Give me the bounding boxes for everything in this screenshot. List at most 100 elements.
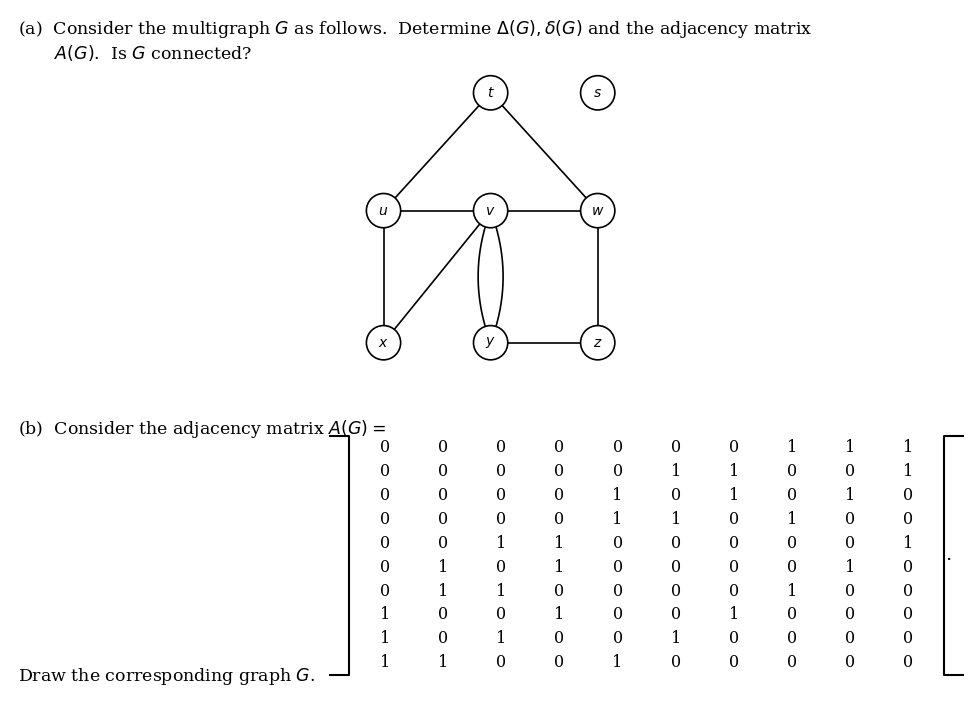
Text: 1: 1 bbox=[612, 487, 623, 504]
Text: 0: 0 bbox=[438, 439, 448, 456]
Text: 0: 0 bbox=[613, 535, 623, 552]
Text: 1: 1 bbox=[438, 654, 449, 671]
Text: 0: 0 bbox=[438, 463, 448, 480]
Text: 0: 0 bbox=[787, 558, 796, 575]
Circle shape bbox=[473, 193, 508, 228]
Text: 0: 0 bbox=[671, 654, 680, 671]
Text: 0: 0 bbox=[787, 535, 796, 552]
Text: (b)  Consider the adjacency matrix $A(G) =$: (b) Consider the adjacency matrix $A(G) … bbox=[18, 418, 386, 440]
Text: 0: 0 bbox=[903, 487, 913, 504]
Text: 0: 0 bbox=[497, 654, 507, 671]
Text: 0: 0 bbox=[497, 558, 507, 575]
Circle shape bbox=[473, 326, 508, 360]
Text: 1: 1 bbox=[671, 511, 681, 528]
Text: .: . bbox=[945, 546, 951, 564]
Text: $u$: $u$ bbox=[379, 203, 388, 218]
Text: 0: 0 bbox=[671, 487, 680, 504]
Text: 1: 1 bbox=[496, 535, 507, 552]
Text: 0: 0 bbox=[729, 439, 739, 456]
Text: 1: 1 bbox=[671, 630, 681, 648]
Text: 0: 0 bbox=[438, 511, 448, 528]
Text: 1: 1 bbox=[903, 439, 914, 456]
Text: 0: 0 bbox=[787, 630, 796, 648]
Text: 0: 0 bbox=[845, 630, 855, 648]
Text: 0: 0 bbox=[903, 558, 913, 575]
Text: 1: 1 bbox=[554, 558, 565, 575]
Text: 1: 1 bbox=[728, 463, 739, 480]
Text: 0: 0 bbox=[903, 583, 913, 600]
Text: 0: 0 bbox=[903, 606, 913, 623]
Text: 1: 1 bbox=[554, 606, 565, 623]
Text: 0: 0 bbox=[554, 583, 564, 600]
Text: 0: 0 bbox=[729, 654, 739, 671]
Text: 1: 1 bbox=[844, 558, 855, 575]
Text: 0: 0 bbox=[903, 630, 913, 648]
Text: 0: 0 bbox=[787, 487, 796, 504]
Text: $A(G)$.  Is $G$ connected?: $A(G)$. Is $G$ connected? bbox=[54, 43, 252, 63]
Text: 0: 0 bbox=[438, 606, 448, 623]
Text: 0: 0 bbox=[845, 606, 855, 623]
Text: 0: 0 bbox=[903, 511, 913, 528]
Text: 0: 0 bbox=[438, 535, 448, 552]
Text: $w$: $w$ bbox=[591, 203, 604, 218]
Text: 0: 0 bbox=[554, 487, 564, 504]
Text: 0: 0 bbox=[903, 654, 913, 671]
Text: 0: 0 bbox=[613, 558, 623, 575]
Text: 0: 0 bbox=[554, 511, 564, 528]
Text: 0: 0 bbox=[497, 511, 507, 528]
Text: 0: 0 bbox=[787, 654, 796, 671]
Text: Draw the corresponding graph $G$.: Draw the corresponding graph $G$. bbox=[18, 666, 315, 687]
Text: 1: 1 bbox=[380, 654, 390, 671]
Circle shape bbox=[581, 193, 615, 228]
Text: 0: 0 bbox=[554, 463, 564, 480]
Text: 1: 1 bbox=[787, 511, 797, 528]
Text: $t$: $t$ bbox=[487, 86, 495, 100]
Text: 0: 0 bbox=[438, 487, 448, 504]
Text: 0: 0 bbox=[729, 511, 739, 528]
Text: 1: 1 bbox=[612, 654, 623, 671]
Text: 1: 1 bbox=[787, 583, 797, 600]
Text: $z$: $z$ bbox=[593, 336, 602, 350]
Circle shape bbox=[366, 193, 401, 228]
Text: 1: 1 bbox=[380, 606, 390, 623]
Text: 1: 1 bbox=[496, 583, 507, 600]
Text: 0: 0 bbox=[845, 463, 855, 480]
Text: 0: 0 bbox=[671, 535, 680, 552]
Text: 0: 0 bbox=[613, 463, 623, 480]
Text: 0: 0 bbox=[381, 439, 390, 456]
Text: 0: 0 bbox=[381, 511, 390, 528]
Text: 1: 1 bbox=[496, 630, 507, 648]
Text: 0: 0 bbox=[497, 487, 507, 504]
Text: 0: 0 bbox=[438, 630, 448, 648]
Text: 0: 0 bbox=[381, 487, 390, 504]
Circle shape bbox=[581, 326, 615, 360]
Text: 0: 0 bbox=[845, 583, 855, 600]
Text: 0: 0 bbox=[554, 654, 564, 671]
Text: 0: 0 bbox=[787, 606, 796, 623]
Text: 1: 1 bbox=[844, 487, 855, 504]
Text: 1: 1 bbox=[671, 463, 681, 480]
Text: 1: 1 bbox=[438, 558, 449, 575]
Text: 0: 0 bbox=[845, 535, 855, 552]
Text: 1: 1 bbox=[728, 606, 739, 623]
Text: $v$: $v$ bbox=[485, 203, 496, 218]
Text: 0: 0 bbox=[613, 606, 623, 623]
Text: 0: 0 bbox=[671, 583, 680, 600]
Text: 0: 0 bbox=[729, 558, 739, 575]
Text: 0: 0 bbox=[845, 511, 855, 528]
Text: (a)  Consider the multigraph $G$ as follows.  Determine $\Delta(G), \delta(G)$ a: (a) Consider the multigraph $G$ as follo… bbox=[18, 18, 812, 40]
Text: 1: 1 bbox=[903, 463, 914, 480]
Text: 0: 0 bbox=[787, 463, 796, 480]
Text: 0: 0 bbox=[613, 630, 623, 648]
Circle shape bbox=[473, 76, 508, 110]
Text: 0: 0 bbox=[845, 654, 855, 671]
Text: 0: 0 bbox=[554, 630, 564, 648]
Text: 0: 0 bbox=[671, 606, 680, 623]
Text: 1: 1 bbox=[612, 511, 623, 528]
Text: 1: 1 bbox=[380, 630, 390, 648]
Text: 0: 0 bbox=[381, 583, 390, 600]
Text: 0: 0 bbox=[671, 439, 680, 456]
Text: 0: 0 bbox=[671, 558, 680, 575]
Circle shape bbox=[581, 76, 615, 110]
Text: $x$: $x$ bbox=[378, 336, 388, 350]
